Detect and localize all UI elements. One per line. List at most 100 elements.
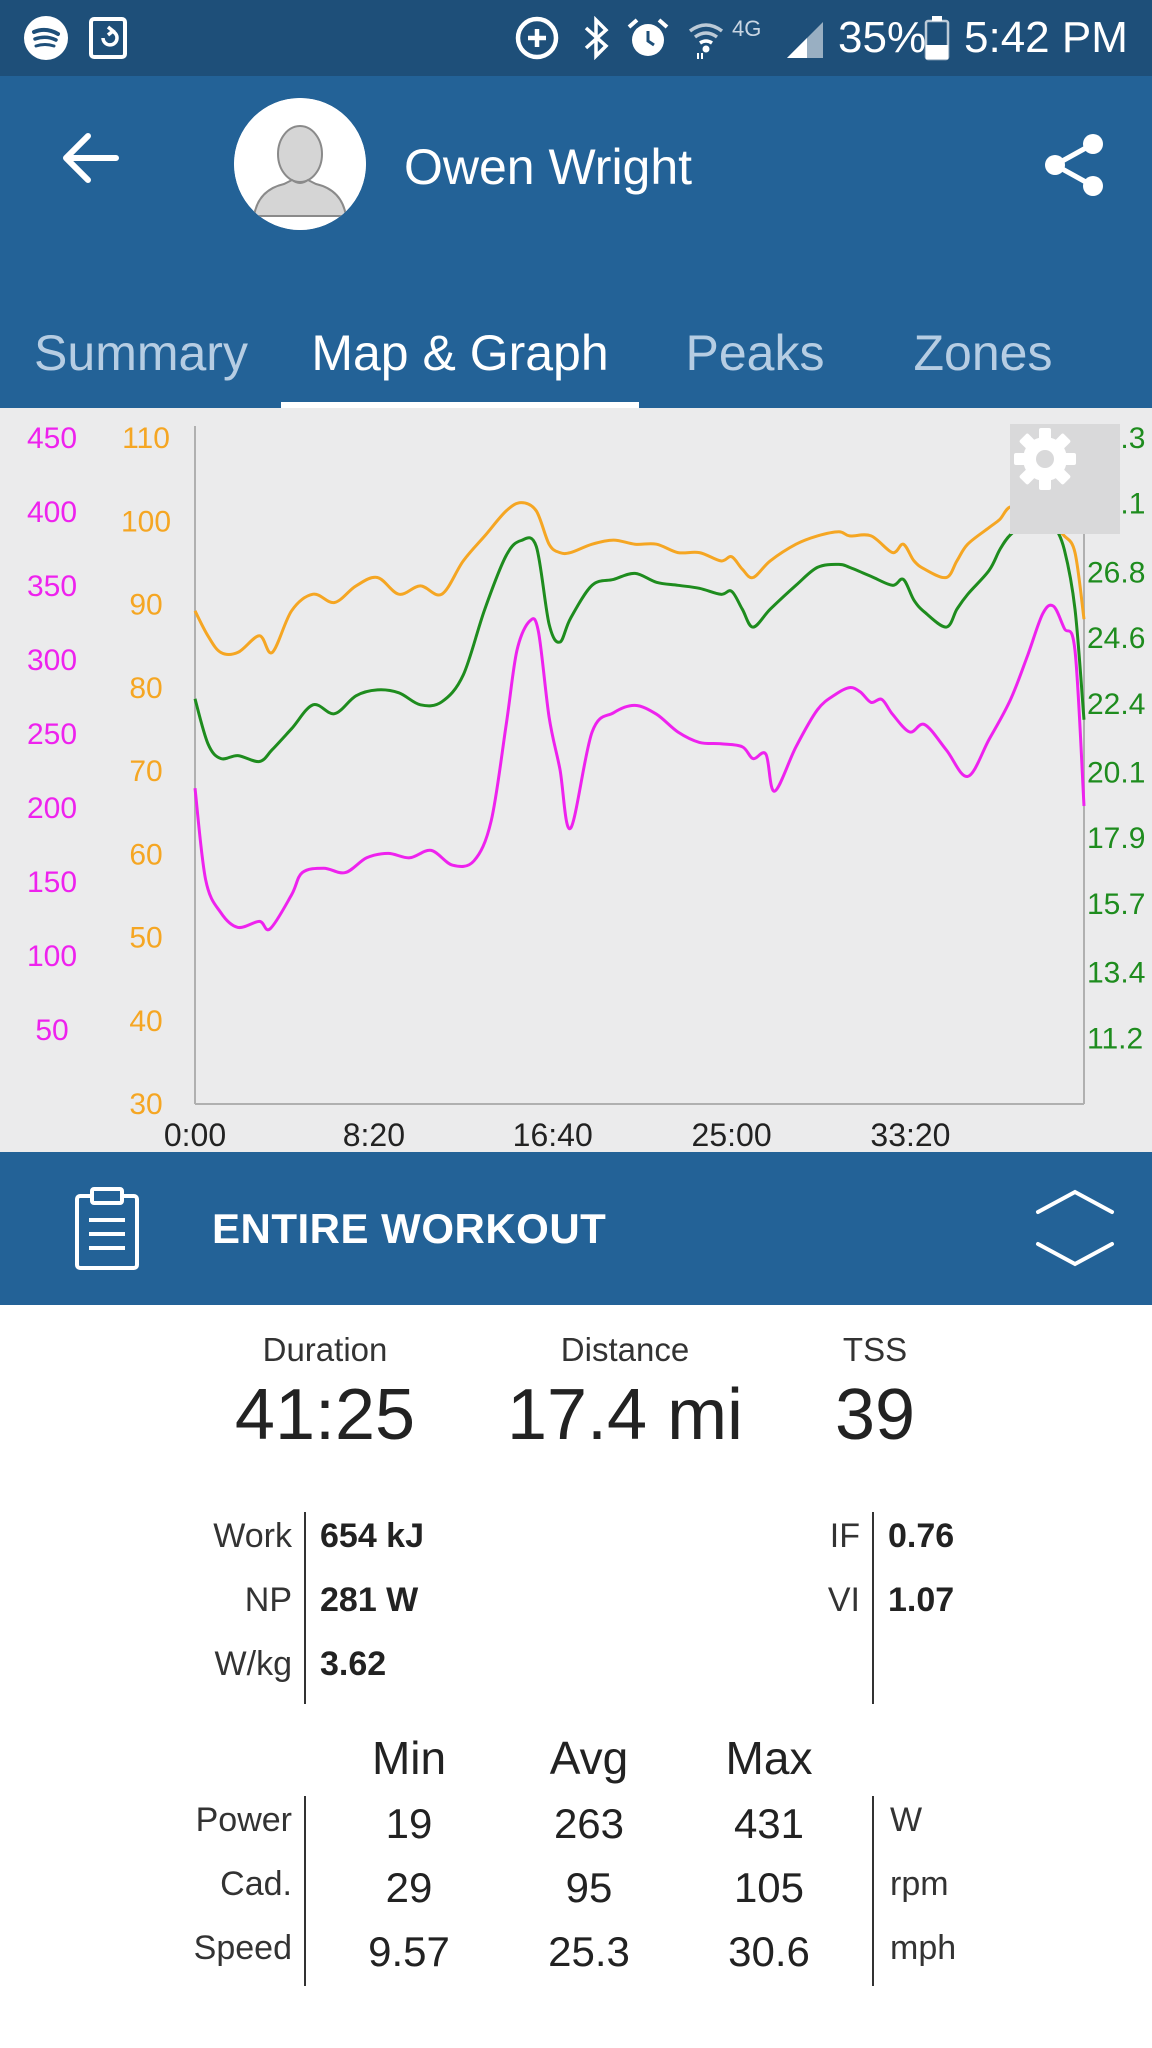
cadence-max: 105 — [733, 1864, 805, 1911]
tab-label: Map & Graph — [311, 325, 609, 381]
avatar-placeholder-icon — [234, 98, 366, 230]
speed-row-label: Speed — [193, 1929, 292, 1967]
data-saver-icon — [512, 14, 562, 62]
mm-right-divider — [872, 1796, 874, 1986]
spotify-icon — [22, 14, 70, 62]
np-label: NP — [244, 1581, 292, 1619]
x-tick-label: 0:00 — [164, 1117, 226, 1152]
tab-summary[interactable]: Summary — [0, 298, 282, 408]
cadence-avg: 95 — [565, 1864, 613, 1911]
tss-value: 39 — [834, 1375, 916, 1455]
duration-value: 41:25 — [234, 1375, 416, 1455]
min-header: Min — [371, 1732, 447, 1784]
expand-collapse-icon[interactable] — [1030, 1182, 1120, 1276]
wkg-value: 3.62 — [320, 1645, 387, 1683]
share-button[interactable] — [1030, 122, 1120, 212]
tab-zones[interactable]: Zones — [870, 298, 1096, 408]
workout-graph[interactable]: 50 100 150 200 250 300 350 400 450 30 40 50 60 70 80 90… — [0, 408, 1152, 1152]
wkg-label: W/kg — [214, 1645, 292, 1683]
alarm-icon — [624, 14, 672, 62]
clipboard-icon — [72, 1186, 142, 1272]
user-name: Owen Wright — [404, 139, 693, 195]
speed-tick-label: 17.9 — [1087, 822, 1145, 855]
speed-tick-label: 22.4 — [1087, 688, 1145, 721]
cadence-series-line — [193, 501, 1086, 656]
cadence-tick-label: 100 — [121, 505, 171, 538]
power-tick-label: 50 — [35, 1014, 68, 1047]
speed-min: 9.57 — [368, 1928, 450, 1975]
cadence-tick-label: 110 — [122, 422, 170, 455]
cadence-tick-label: 80 — [129, 672, 162, 705]
np-value: 281 W — [320, 1581, 419, 1619]
avatar[interactable] — [234, 98, 366, 230]
speed-tick-label: 13.4 — [1087, 957, 1145, 990]
speed-tick-label: 15.7 — [1087, 888, 1145, 921]
distance-label: Distance — [560, 1331, 690, 1368]
tab-bar: Summary Map & Graph Peaks Zones — [0, 298, 1152, 408]
distance-stat: Distance 17.4 mi — [480, 1330, 770, 1458]
tab-label: Zones — [913, 325, 1053, 381]
power-avg: 263 — [553, 1800, 625, 1847]
speed-series-line — [193, 517, 1086, 764]
if-value: 0.76 — [888, 1517, 955, 1555]
sync-icon — [84, 14, 132, 62]
network-type: 4G — [732, 16, 762, 41]
power-tick-label: 300 — [27, 644, 77, 677]
x-tick-label: 16:40 — [513, 1117, 593, 1152]
active-tab-indicator — [281, 402, 639, 410]
speed-max: 30.6 — [728, 1928, 810, 1975]
speed-tick-label: 20.1 — [1087, 756, 1145, 789]
arrow-left-icon — [60, 130, 120, 191]
section-title: ENTIRE WORKOUT — [212, 1205, 607, 1252]
workout-section-header[interactable]: ENTIRE WORKOUT — [0, 1152, 1152, 1305]
wifi-icon — [684, 14, 728, 62]
power-tick-label: 200 — [27, 792, 77, 825]
tss-label: TSS — [842, 1331, 908, 1368]
avg-header: Avg — [549, 1732, 629, 1784]
mm-left-divider — [304, 1796, 306, 1986]
power-unit: W — [890, 1801, 923, 1839]
x-tick-label: 33:20 — [870, 1117, 950, 1152]
max-header: Max — [725, 1732, 813, 1784]
power-tick-label: 250 — [27, 718, 77, 751]
power-min: 19 — [385, 1800, 433, 1847]
power-tick-label: 150 — [27, 866, 77, 899]
cadence-tick-label: 30 — [129, 1088, 162, 1121]
cadence-unit: rpm — [890, 1865, 949, 1903]
cadence-min: 29 — [385, 1864, 433, 1911]
status-bar: 4G 35% 5:42 PM — [0, 0, 1152, 76]
vi-value: 1.07 — [888, 1581, 955, 1619]
graph-settings-button[interactable] — [1010, 424, 1120, 534]
power-max: 431 — [733, 1800, 805, 1847]
tab-peaks[interactable]: Peaks — [640, 298, 870, 408]
cadence-tick-label: 60 — [129, 838, 162, 871]
battery-icon — [922, 14, 952, 62]
cadence-row-label: Cad. — [220, 1865, 292, 1903]
cadence-tick-label: 40 — [129, 1005, 162, 1038]
x-tick-label: 25:00 — [692, 1117, 772, 1152]
cadence-tick-label: 50 — [129, 922, 162, 955]
details-right-divider — [872, 1512, 874, 1704]
power-series-line — [193, 603, 1086, 932]
power-tick-label: 400 — [27, 496, 77, 529]
tab-map-graph[interactable]: Map & Graph — [281, 298, 639, 408]
share-icon — [1043, 132, 1107, 203]
work-value: 654 kJ — [320, 1517, 424, 1555]
distance-value: 17.4 mi — [506, 1375, 744, 1455]
cadence-tick-label: 70 — [129, 755, 162, 788]
chart-svg: 50 100 150 200 250 300 350 400 450 30 40 50 60 70 80 90… — [27, 422, 1145, 1152]
duration-stat: Duration 41:25 — [220, 1330, 430, 1458]
signal-icon — [782, 14, 828, 62]
power-tick-label: 450 — [27, 422, 77, 455]
cadence-tick-label: 90 — [129, 589, 162, 622]
speed-avg: 25.3 — [548, 1928, 630, 1975]
power-tick-label: 100 — [27, 940, 77, 973]
speed-unit: mph — [890, 1929, 957, 1967]
clock: 5:42 PM — [964, 13, 1128, 62]
bluetooth-icon — [576, 14, 616, 62]
back-button[interactable] — [50, 120, 130, 200]
power-tick-label: 350 — [27, 570, 77, 603]
speed-tick-label: 26.8 — [1087, 556, 1145, 589]
vi-label: VI — [827, 1581, 860, 1619]
x-tick-label: 8:20 — [343, 1117, 405, 1152]
